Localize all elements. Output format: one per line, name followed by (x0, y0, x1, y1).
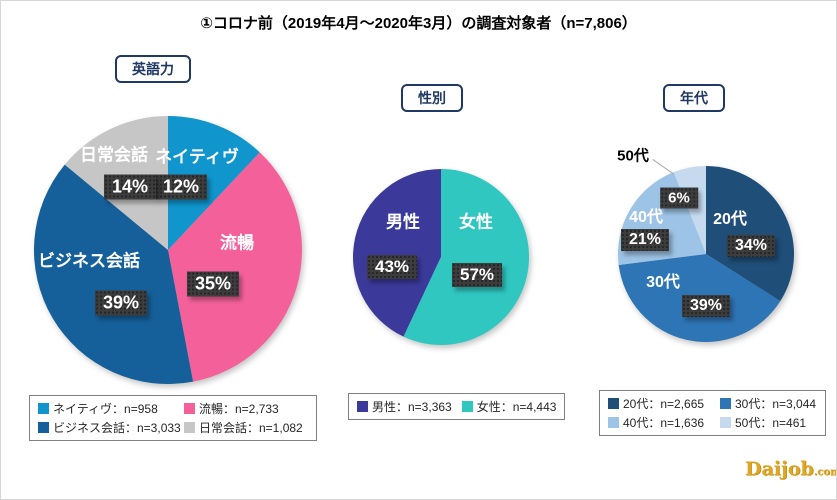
daijob-logo: Daijob.com (745, 458, 836, 480)
slice-pct-daily: 14% (103, 174, 157, 200)
legend-swatch (38, 422, 49, 433)
legend-label: 男性：n=3,363 (372, 400, 452, 414)
slice-pct-40s: 21% (620, 229, 670, 251)
slice-label-40s: 40代 (629, 209, 663, 226)
pie-slice-1 (403, 169, 529, 345)
legend-item: 50代：n=461 (720, 414, 817, 431)
slice-pct-50s: 6% (660, 187, 698, 209)
legend-item: 女性：n=4,443 (461, 398, 557, 415)
legend-label: 流暢：n=2,733 (199, 402, 279, 416)
legend-label: 女性：n=4,443 (476, 400, 557, 414)
legend-swatch (461, 401, 473, 412)
legend-item: 40代：n=1,636 (608, 414, 720, 431)
slice-label-20s: 20代 (713, 211, 747, 228)
slice-pct-female: 57% (451, 263, 503, 287)
slice-pct-native: 12% (154, 174, 208, 200)
legend-item: 男性：n=3,363 (357, 398, 452, 415)
daijob-logo-suffix: .com (813, 467, 836, 478)
slice-pct-fluent: 35% (186, 271, 240, 297)
legend-swatch (38, 403, 49, 414)
pie-slice-1 (168, 152, 302, 382)
slice-label-male: 男性 (386, 212, 420, 232)
legend-item: 流暢：n=2,733 (184, 400, 308, 417)
legend-swatch (720, 417, 731, 428)
header-age-group: 年代 (663, 84, 725, 112)
pie-gender (353, 169, 529, 345)
legend-label: ビジネス会話：n=3,033 (53, 421, 181, 435)
slice-label-native: ネイティヴ (155, 147, 239, 167)
legend-swatch (608, 417, 619, 428)
header-gender: 性別 (401, 84, 463, 112)
pie-slice-0 (168, 116, 260, 250)
legend-item: 20代：n=2,665 (608, 395, 720, 412)
slice-label-business: ビジネス会話 (38, 251, 140, 271)
legend-swatch (608, 398, 619, 409)
legend-item: ビジネス会話：n=3,033 (38, 419, 184, 436)
legend-swatch (184, 403, 195, 414)
legend-label: ネイティヴ：n=958 (53, 402, 158, 416)
slice-label-50s: 50代 (617, 147, 649, 165)
legend-english-level: ネイティヴ：n=958 流暢：n=2,733 ビジネス会話：n=3,033 日常会話：… (29, 395, 317, 441)
legend-item: 日常会話：n=1,082 (184, 419, 308, 436)
slice-label-30s: 30代 (646, 274, 680, 291)
header-english-level: 英語力 (115, 55, 191, 83)
page-title: ①コロナ前（2019年4月～2020年3月）の調査対象者（n=7,806） (200, 15, 637, 32)
legend-item: 30代：n=3,044 (720, 395, 817, 412)
slice-label-fluent: 流暢 (220, 233, 254, 253)
legend-label: 20代：n=2,665 (623, 397, 705, 411)
pie-slice-0 (353, 169, 441, 337)
daijob-logo-text: Daijob (745, 458, 814, 480)
pie-slice-2 (34, 164, 194, 384)
legend-swatch (184, 422, 195, 433)
legend-swatch (357, 401, 368, 412)
slice-pct-male: 43% (366, 255, 418, 279)
slice-pct-30s: 39% (681, 295, 731, 317)
slice-label-female: 女性 (459, 212, 493, 232)
legend-gender: 男性：n=3,363 女性：n=4,443 (348, 393, 566, 420)
legend-item: ネイティヴ：n=958 (38, 400, 184, 417)
legend-age-group: 20代：n=2,665 30代：n=3,044 40代：n=1,636 50代：n=4… (599, 390, 826, 436)
legend-label: 30代：n=3,044 (735, 397, 817, 411)
legend-label: 50代：n=461 (735, 416, 807, 430)
slice-pct-20s: 34% (726, 235, 776, 257)
pie-slice-0 (706, 166, 794, 302)
slice-pct-business: 39% (94, 290, 148, 316)
legend-label: 日常会話：n=1,082 (199, 421, 303, 435)
slice-label-daily: 日常会話 (80, 145, 148, 165)
legend-label: 40代：n=1,636 (623, 416, 705, 430)
legend-swatch (720, 398, 731, 409)
